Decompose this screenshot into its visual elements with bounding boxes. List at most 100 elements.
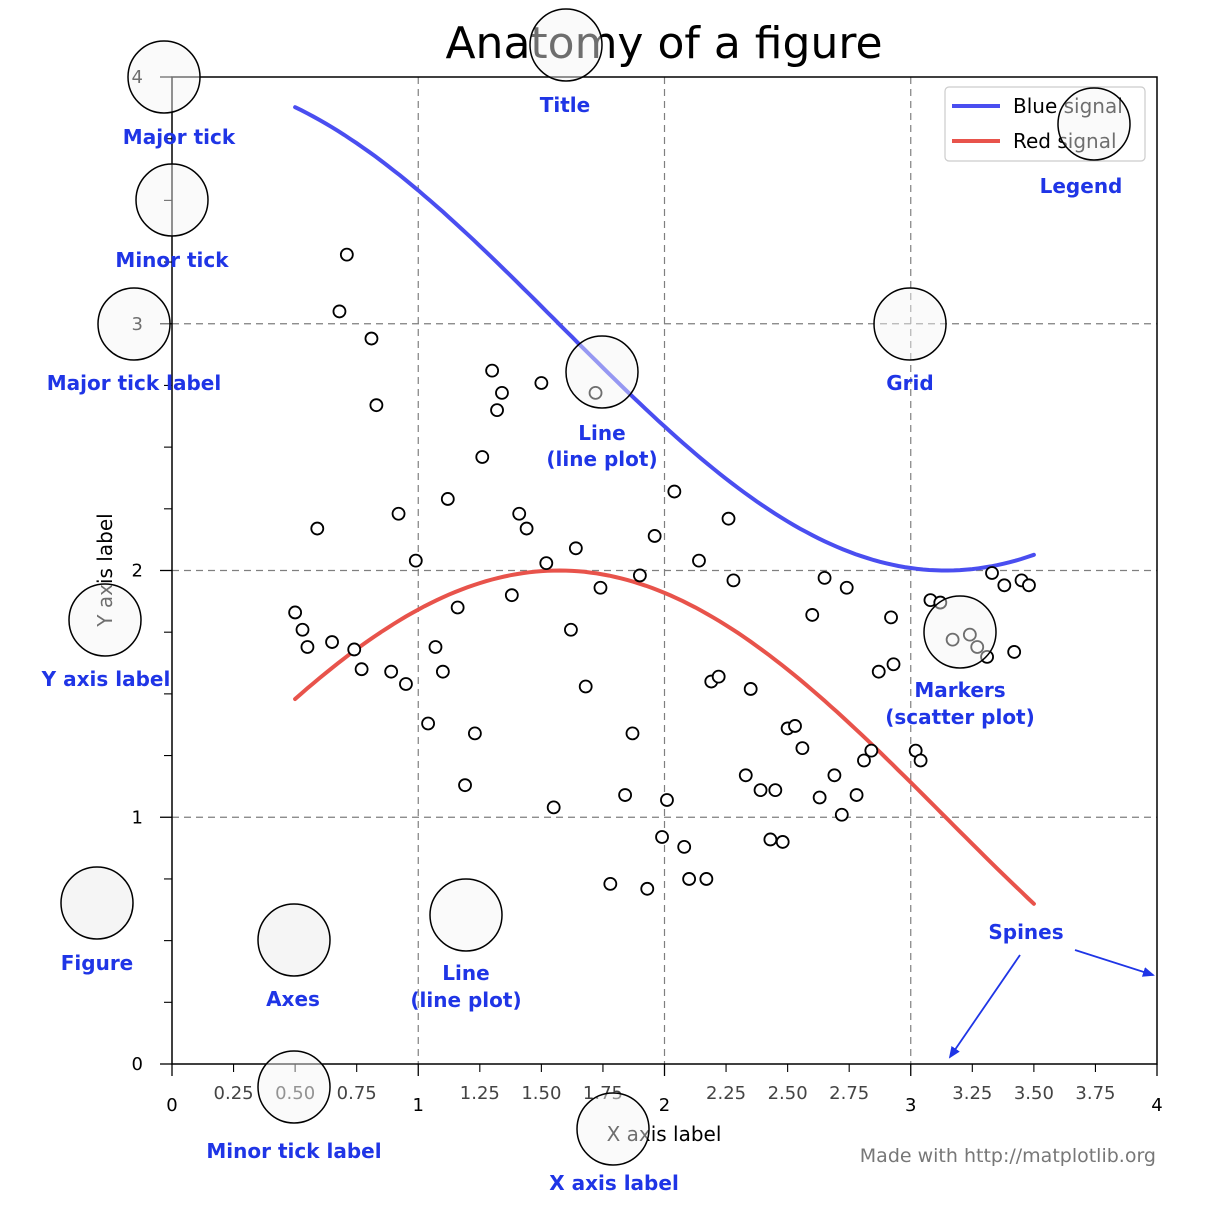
x-minor-tick-label: 0.75 <box>337 1083 377 1104</box>
scatter-point <box>1007 645 1022 659</box>
spines-arrow-right <box>1074 949 1155 977</box>
scatter-point <box>512 506 527 521</box>
x-major-tick-label: 3 <box>905 1095 916 1116</box>
scatter-point <box>384 664 399 679</box>
scatter-point <box>699 872 714 886</box>
scatter-point <box>435 664 450 679</box>
scatter-point <box>655 830 669 844</box>
legend-entry-blue: Blue signal <box>1013 94 1123 118</box>
x-minor-tick-label: 2.25 <box>706 1083 746 1104</box>
scatter-point <box>849 788 864 802</box>
scatter-point <box>647 529 662 543</box>
scatter-point <box>805 608 820 622</box>
annotation-spines: Spines <box>988 920 1063 944</box>
annotation-line-lower-sub: (line plot) <box>410 988 521 1012</box>
series-layer <box>293 105 1036 906</box>
y-major-tick-label: 0 <box>132 1054 143 1075</box>
major-ticks <box>160 76 1158 1076</box>
highlight-circle-x-axis-label <box>576 1092 650 1166</box>
annotation-line-upper: Line <box>578 421 625 445</box>
scatter-point <box>588 385 603 400</box>
scatter-point <box>440 492 455 506</box>
scatter-point <box>812 790 827 805</box>
tick-labels: 0 1 2 3 40.25 0.50 0.75 1.25 1.50 1.75 2.25 2.50 2.7… <box>132 67 1163 1116</box>
scatter-point <box>467 726 482 741</box>
scatter-point <box>519 521 534 536</box>
annotation-grid: Grid <box>886 371 933 395</box>
scatter-point <box>300 640 315 654</box>
x-minor-tick-label: 3.25 <box>952 1083 992 1104</box>
scatter-point <box>325 635 339 649</box>
annotation-minor-tick-label: Minor tick label <box>206 1139 381 1163</box>
annotation-x-axis-label: X axis label <box>549 1171 679 1195</box>
scatter-point <box>763 832 778 847</box>
scatter-point <box>578 679 593 694</box>
y-axis-label: Y axis label <box>93 513 117 627</box>
annotation-minor-tick: Minor tick <box>115 248 229 272</box>
highlight-circle-minor-tick-label <box>257 1050 331 1124</box>
axes-spines <box>171 76 1158 1065</box>
scatter-point <box>997 578 1012 593</box>
x-major-tick-label: 2 <box>659 1095 670 1116</box>
y-major-tick-label: 4 <box>132 67 143 88</box>
scatter-markers <box>288 247 1036 896</box>
annotation-labels: Major tick Minor tick Major tick label T… <box>41 93 1123 1195</box>
x-minor-tick-label: 1.25 <box>460 1083 500 1104</box>
scatter-point <box>450 600 465 615</box>
x-minor-tick-label: 1.50 <box>521 1083 561 1104</box>
scatter-point <box>399 677 413 691</box>
scatter-point <box>682 872 697 886</box>
credit-text: Made with http://matplotlib.org <box>860 1145 1156 1167</box>
y-major-tick-label: 3 <box>132 314 143 335</box>
scatter-point <box>795 741 810 756</box>
scatter-point <box>504 588 519 603</box>
x-minor-tick-label: 2.75 <box>829 1083 869 1104</box>
scatter-point <box>332 304 347 319</box>
scatter-point <box>364 331 379 346</box>
scatter-point <box>288 605 303 620</box>
scatter-point <box>339 247 354 262</box>
highlight-circle-line-lower <box>429 878 503 952</box>
scatter-point <box>775 835 790 849</box>
scatter-point <box>369 398 384 413</box>
annotation-title: Title <box>540 93 590 117</box>
scatter-point <box>726 573 741 588</box>
legend: Blue signal Red signal <box>944 86 1146 162</box>
scatter-point <box>962 627 977 642</box>
scatter-point <box>692 553 706 568</box>
highlight-circle-grid <box>873 287 947 361</box>
y-major-tick-label: 2 <box>132 561 143 582</box>
scatter-point <box>564 622 578 637</box>
scatter-point <box>310 521 325 536</box>
scatter-point <box>485 363 500 378</box>
scatter-point <box>1022 578 1036 593</box>
scatter-point <box>495 385 509 400</box>
scatter-point <box>428 640 443 654</box>
scatter-point <box>871 664 886 679</box>
scatter-point <box>660 793 674 807</box>
scatter-point <box>711 669 726 684</box>
x-major-tick-label: 4 <box>1151 1095 1162 1116</box>
highlight-circles <box>60 8 1131 1166</box>
highlight-circle-major-tick-label <box>97 287 171 361</box>
highlight-circle-figure <box>60 866 134 940</box>
scatter-point <box>884 610 898 625</box>
legend-entry-red: Red signal <box>1013 129 1117 153</box>
scatter-point <box>408 553 423 568</box>
highlight-circle-legend <box>1057 87 1131 161</box>
annotation-major-tick: Major tick <box>123 125 236 149</box>
scatter-point <box>347 642 362 657</box>
x-minor-tick-label: 0.50 <box>275 1083 315 1104</box>
scatter-point <box>593 580 608 595</box>
highlight-circle-markers <box>923 595 997 669</box>
scatter-point <box>768 783 783 798</box>
scatter-point <box>490 403 504 418</box>
highlight-circle-line-upper <box>565 335 639 409</box>
highlight-circle-minor-tick <box>135 163 209 237</box>
scatter-point <box>827 768 842 783</box>
scatter-point <box>788 719 802 733</box>
scatter-point <box>738 768 753 783</box>
scatter-point <box>546 800 561 815</box>
